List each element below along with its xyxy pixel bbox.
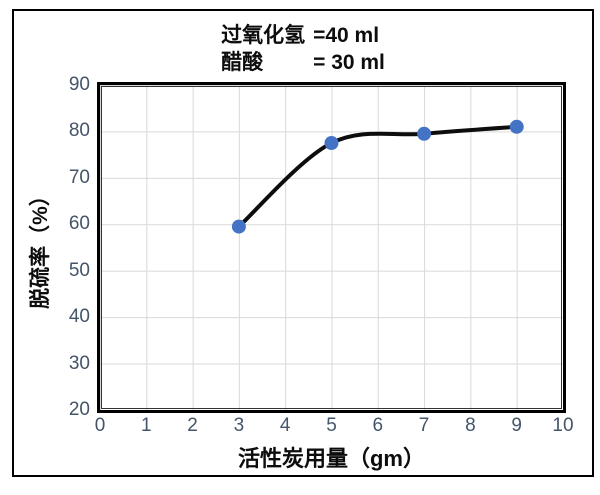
y-tick-label: 20: [68, 399, 90, 420]
x-tick-label: 10: [552, 415, 574, 436]
y-tick-label: 60: [68, 213, 90, 235]
title-line1-label: 过氧化氢: [221, 24, 306, 47]
line-series-svg: [231, 119, 524, 234]
x-tick-label: 2: [187, 415, 198, 436]
chart-title-grid: 过氧化氢 =40 ml 醋酸 = 30 ml: [221, 23, 385, 76]
x-tick-label: 8: [465, 415, 476, 436]
title-line2-label: 醋酸: [221, 51, 264, 74]
x-tick-label: 7: [418, 415, 430, 436]
x-tick-label: 5: [326, 415, 337, 436]
y-tick-label: 90: [68, 74, 90, 95]
chart-frame: 过氧化氢 =40 ml 醋酸 = 30 ml 脱硫率（%） 90 80 70 60 50…: [12, 9, 594, 477]
x-tick-label: 9: [511, 415, 522, 436]
title-line2-value: = 30 ml: [313, 51, 385, 74]
x-axis-ticks: 0 1 2 3 4 5 6 7 8 9 10: [95, 415, 574, 439]
x-tick-label: 6: [372, 415, 384, 436]
series-line: [236, 124, 519, 229]
y-tick-label: 80: [68, 120, 90, 142]
title-line1-value: =40 ml: [313, 24, 380, 47]
y-tick-label: 70: [68, 166, 90, 188]
x-tick-label: 4: [279, 415, 291, 436]
x-tick-label: 0: [94, 415, 106, 436]
y-tick-label: 40: [68, 306, 90, 328]
x-tick-label: 3: [233, 415, 245, 436]
y-axis-ticks: 90 80 70 60 50 40 30 20: [40, 74, 90, 420]
x-axis-title: 活性炭用量（gm）: [237, 446, 425, 471]
plot-area: [97, 82, 566, 413]
y-tick-label: 30: [68, 352, 90, 374]
x-tick-label: 1: [141, 415, 152, 436]
data-point-marker: [231, 219, 246, 234]
data-point-marker: [324, 136, 339, 150]
data-point-marker: [417, 126, 432, 141]
data-point-marker: [509, 119, 524, 134]
chart-title: 过氧化氢 =40 ml 醋酸 = 30 ml: [14, 23, 592, 76]
y-tick-label: 50: [68, 259, 90, 281]
